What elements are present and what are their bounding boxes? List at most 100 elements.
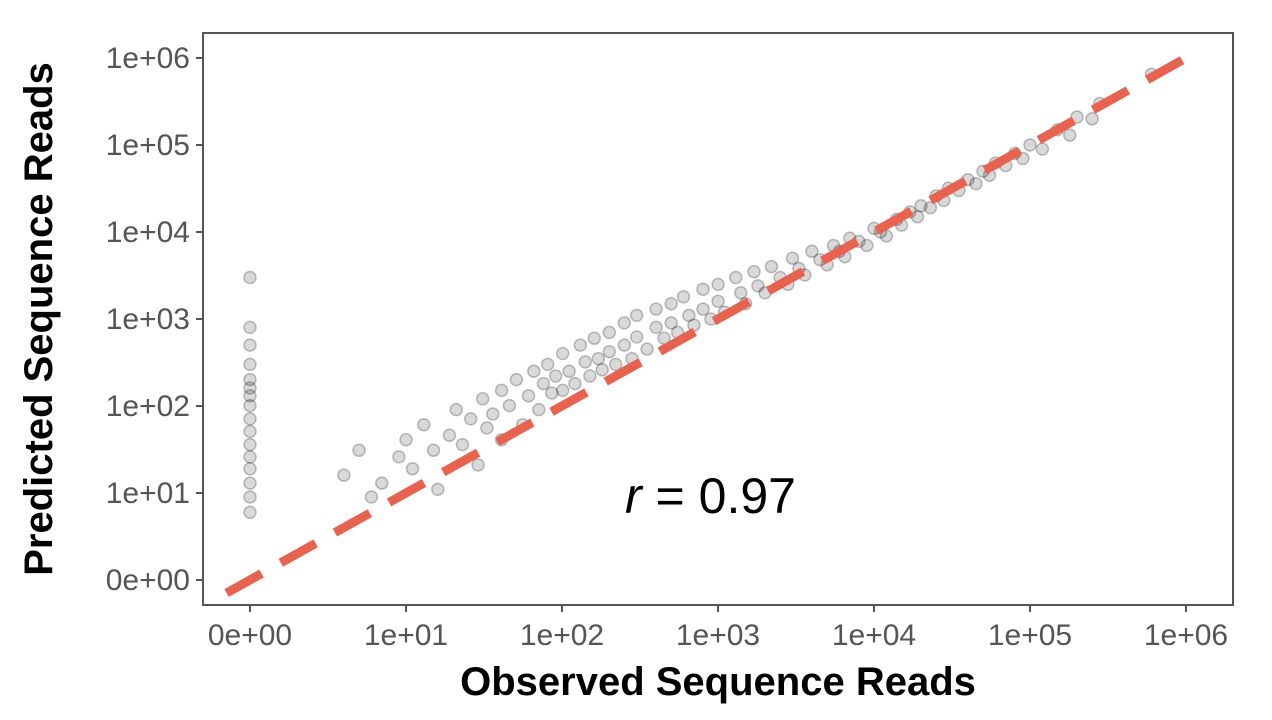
data-point-6	[243, 424, 257, 439]
y-axis-title: Predicted Sequence Reads	[17, 62, 61, 576]
data-point-55	[595, 363, 609, 377]
x-tick-label-4: 1e+04	[832, 619, 916, 652]
data-point-127	[1085, 112, 1099, 126]
x-axis: 0e+00 1e+01 1e+02 1e+03 1e+04 1e+05 1e+06	[208, 605, 1228, 652]
correlation-equals: =	[642, 468, 699, 524]
y-tick-label-2: 1e+02	[106, 390, 190, 423]
y-tick-label-3: 1e+03	[106, 303, 190, 336]
data-point-69	[664, 316, 678, 330]
data-point-123	[1035, 142, 1050, 156]
data-point-18	[364, 490, 379, 504]
data-point-16	[337, 468, 351, 482]
data-point-47	[555, 383, 570, 398]
data-point-89	[785, 251, 800, 265]
data-point-86	[764, 259, 779, 274]
data-point-115	[969, 176, 983, 191]
data-point-12	[243, 357, 257, 372]
data-point-2	[243, 476, 257, 490]
data-point-59	[617, 316, 632, 330]
data-point-10	[243, 381, 257, 395]
data-point-11	[243, 372, 257, 387]
data-point-52	[583, 369, 597, 383]
data-point-57	[602, 344, 617, 359]
data-point-125	[1063, 128, 1077, 142]
data-point-41	[532, 402, 546, 417]
data-point-56	[602, 325, 617, 340]
data-point-83	[747, 264, 761, 279]
data-point-42	[536, 376, 551, 391]
x-axis-title: Observed Sequence Reads	[460, 660, 976, 704]
data-point-62	[629, 308, 644, 323]
data-point-22	[405, 461, 420, 476]
data-point-15	[243, 270, 257, 285]
data-point-0	[243, 505, 257, 520]
data-point-107	[910, 209, 925, 224]
data-point-13	[243, 338, 257, 352]
data-point-54	[591, 351, 606, 366]
data-point-36	[502, 398, 517, 413]
data-point-58	[608, 357, 623, 372]
data-point-78	[711, 294, 725, 308]
data-point-31	[475, 392, 490, 406]
data-point-5	[243, 437, 257, 452]
data-point-24	[426, 443, 441, 458]
correlation-symbol: r	[625, 468, 644, 524]
data-point-44	[545, 386, 559, 400]
data-point-64	[640, 342, 654, 356]
data-point-9	[243, 389, 257, 403]
data-point-75	[696, 302, 710, 316]
data-point-49	[568, 376, 582, 391]
data-point-4	[243, 450, 257, 464]
x-tick-label-2: 1e+02	[520, 619, 604, 652]
data-point-7	[243, 412, 257, 426]
data-point-29	[463, 412, 478, 426]
data-point-77	[711, 277, 725, 292]
data-point-46	[555, 346, 570, 361]
data-point-40	[527, 364, 541, 378]
data-point-45	[548, 369, 563, 383]
data-point-60	[617, 338, 632, 352]
data-point-32	[480, 421, 494, 435]
correlation-annotation: r = 0.97	[625, 468, 796, 524]
y-tick-label-4: 1e+04	[106, 216, 190, 249]
data-point-65	[649, 302, 663, 316]
correlation-value: 0.97	[699, 468, 796, 524]
data-point-1	[243, 490, 257, 504]
data-point-33	[486, 407, 500, 421]
data-point-66	[649, 320, 663, 335]
data-point-48	[562, 364, 576, 378]
data-point-80	[729, 270, 743, 285]
data-point-19	[375, 476, 389, 490]
data-point-27	[449, 402, 464, 417]
data-point-25	[431, 482, 445, 497]
data-point-39	[521, 389, 536, 403]
data-point-122	[1023, 138, 1037, 152]
data-point-37	[509, 372, 524, 387]
data-point-3	[243, 461, 257, 476]
data-point-63	[629, 330, 644, 344]
data-point-21	[399, 432, 413, 447]
data-point-26	[442, 428, 457, 443]
y-tick-label-1: 1e+01	[106, 477, 190, 510]
data-point-53	[587, 331, 602, 345]
data-point-34	[494, 383, 509, 398]
data-point-109	[923, 200, 938, 215]
data-point-17	[352, 443, 366, 458]
x-tick-label-3: 1e+03	[676, 619, 760, 652]
data-point-43	[540, 357, 555, 372]
y-tick-label-0: 0e+00	[106, 564, 190, 597]
data-point-84	[751, 279, 765, 293]
data-point-73	[687, 318, 701, 332]
y-tick-label-6: 1e+06	[106, 42, 190, 75]
data-point-50	[573, 338, 588, 352]
x-tick-label-5: 1e+05	[988, 619, 1072, 652]
y-tick-label-5: 1e+05	[106, 129, 190, 162]
y-axis: 0e+00 1e+01 1e+02 1e+03 1e+04 1e+05 1e+06	[106, 42, 203, 597]
x-tick-label-1: 1e+01	[364, 619, 448, 652]
data-point-20	[392, 450, 406, 464]
data-point-28	[455, 437, 470, 452]
data-point-108	[914, 199, 928, 213]
data-point-74	[696, 282, 710, 296]
x-tick-label-0: 0e+00	[208, 619, 292, 652]
